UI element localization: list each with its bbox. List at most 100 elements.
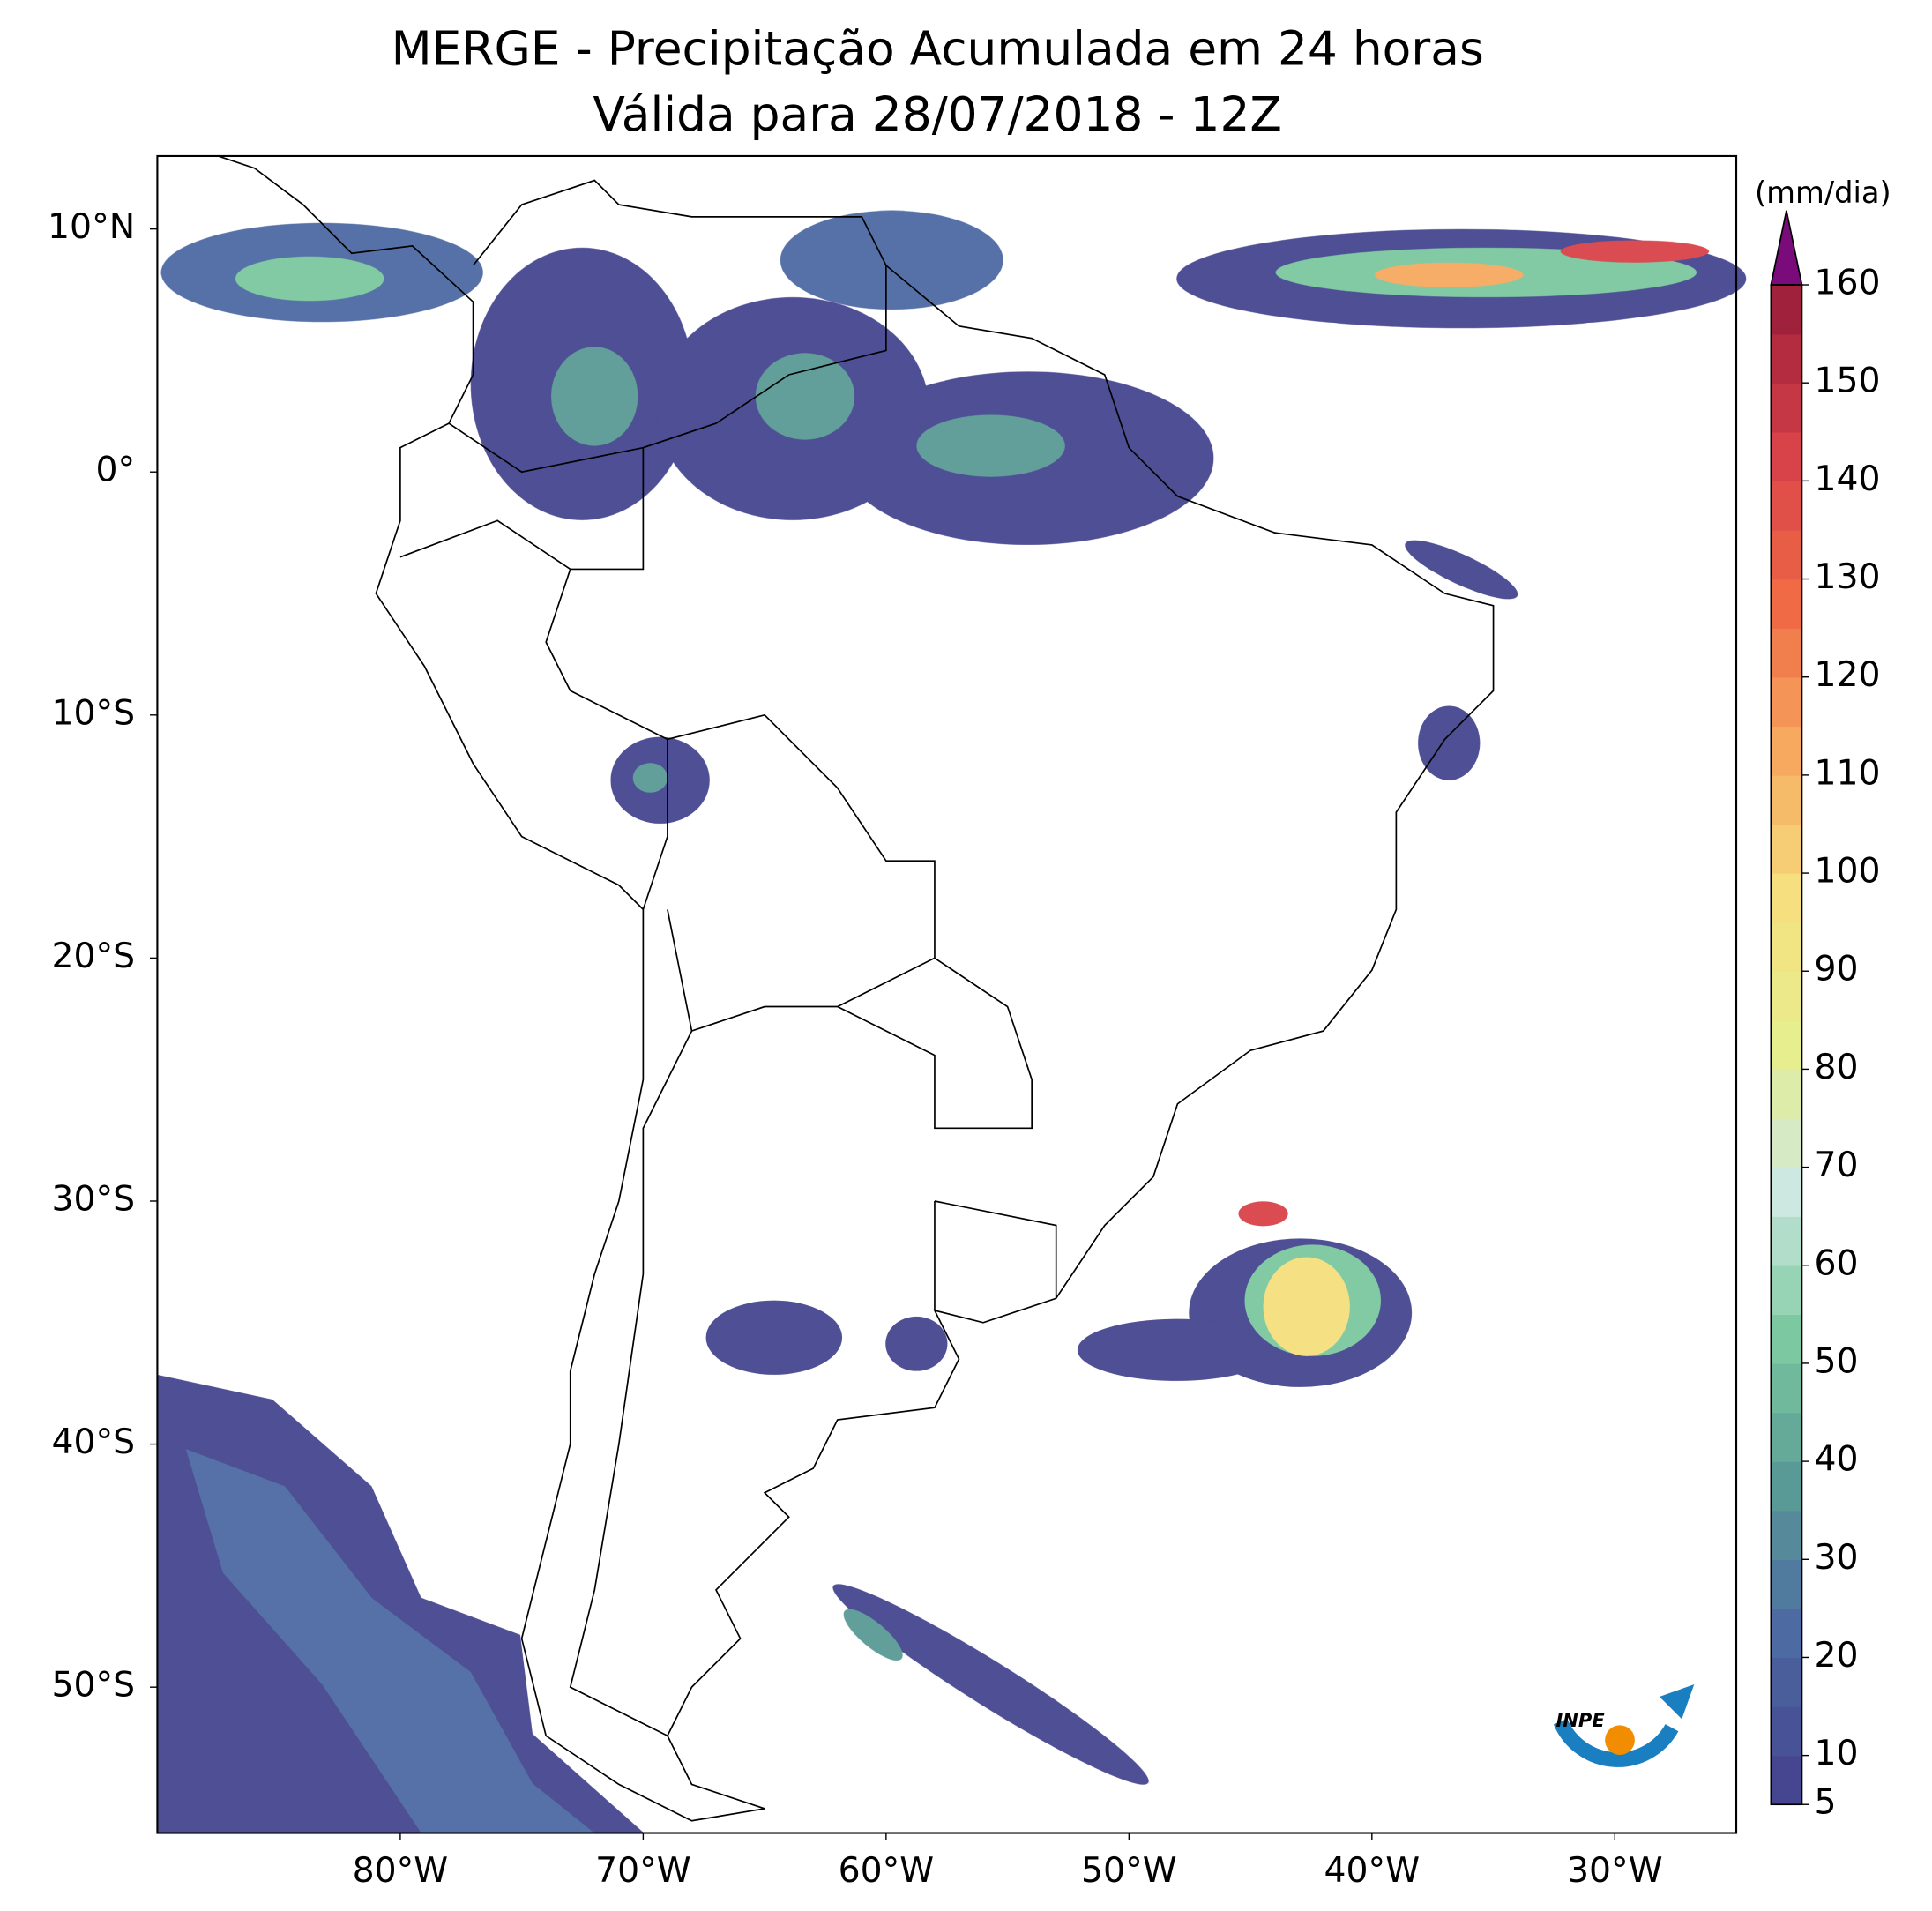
colorbar-band <box>1771 431 1802 482</box>
colorbar-tick-label: 150 <box>1815 362 1881 401</box>
colorbar-band <box>1771 726 1802 776</box>
rain-area <box>843 1609 903 1661</box>
rain-area <box>551 347 638 446</box>
colorbar-band <box>1771 383 1802 433</box>
x-tick-label: 40°W <box>1324 1851 1421 1891</box>
x-tick-label: 50°W <box>1081 1851 1177 1891</box>
logo-arrow <box>1659 1683 1695 1720</box>
colorbar-tick-label: 30 <box>1815 1538 1859 1578</box>
colorbar-tick-label: 90 <box>1815 950 1859 989</box>
colorbar-band <box>1771 1362 1802 1414</box>
colorbar-frame <box>1770 284 1803 1806</box>
logo-arc <box>1553 1718 1679 1767</box>
y-tick-label: 40°S <box>52 1422 136 1462</box>
y-tick-label: 50°S <box>52 1666 136 1706</box>
colorbar-band <box>1771 1461 1802 1512</box>
colorbar-band <box>1771 333 1802 384</box>
colorbar-band <box>1771 529 1802 580</box>
colorbar-band <box>1771 1755 1802 1805</box>
country-border <box>934 1200 1057 1299</box>
colorbar-band <box>1771 1412 1802 1462</box>
colorbar: 5 10 20 30 40 50 60 70 80 90 100 110 120 130 140 150 160 <box>1770 210 1881 1823</box>
country-border <box>399 519 571 571</box>
rain-area <box>1405 540 1518 600</box>
x-tick-label: 80°W <box>353 1851 449 1891</box>
colorbar-band <box>1771 774 1802 825</box>
x-tick-label: 70°W <box>595 1851 691 1891</box>
rain-area <box>755 353 855 440</box>
coast-line <box>218 155 1495 1822</box>
rain-area <box>235 256 384 302</box>
colorbar-band <box>1771 1117 1802 1168</box>
rain-area <box>1238 1201 1288 1227</box>
rain-area <box>632 763 668 793</box>
country-border <box>569 1030 693 1737</box>
colorbar-band <box>1771 971 1802 1021</box>
colorbar-band <box>1771 1069 1802 1119</box>
colorbar-tick-label: 40 <box>1815 1440 1859 1480</box>
colorbar-band <box>1771 285 1802 335</box>
colorbar-tick-label: 70 <box>1815 1146 1859 1185</box>
colorbar-band <box>1771 1510 1802 1560</box>
rain-area <box>1560 240 1710 263</box>
colorbar-tick-label: 110 <box>1815 753 1881 793</box>
y-tick-label: 20°S <box>52 937 136 976</box>
colorbar-band <box>1771 1706 1802 1757</box>
country-border <box>448 422 644 474</box>
rain-area <box>1263 1257 1350 1356</box>
colorbar-tick-label: 60 <box>1815 1243 1859 1283</box>
colorbar-tick-label: 50 <box>1815 1341 1859 1381</box>
colorbar-band <box>1771 824 1802 874</box>
colorbar-band <box>1771 1167 1802 1217</box>
colorbar-band <box>1771 1657 1802 1707</box>
colorbar-tick-label: 80 <box>1815 1048 1859 1087</box>
colorbar-label: (mm/dia) <box>1755 175 1891 210</box>
rain-area <box>780 210 1003 310</box>
colorbar-tick-label: 10 <box>1815 1734 1859 1773</box>
colorbar-band <box>1771 579 1802 629</box>
rain-area <box>1418 705 1481 780</box>
coastline <box>218 155 1495 1822</box>
y-tick-label: 0° <box>95 451 135 490</box>
title: MERGE - Precipitação Acumulada em 24 hor… <box>392 21 1484 77</box>
colorbar-tick-label: 5 <box>1815 1783 1837 1823</box>
colorbar-tick-label: 120 <box>1815 655 1881 695</box>
colorbar-band <box>1771 481 1802 531</box>
subtitle: Válida para 28/07/2018 - 12Z <box>593 86 1282 142</box>
y-tick-label: 10°S <box>52 693 136 733</box>
x-tick-label: 30°W <box>1567 1851 1663 1891</box>
colorbar-band <box>1771 1559 1802 1609</box>
colorbar-tick-label: 20 <box>1815 1636 1859 1676</box>
y-tick-label: 10°N <box>48 207 135 247</box>
colorbar-band <box>1771 1314 1802 1364</box>
x-tick-label: 60°W <box>839 1851 935 1891</box>
colorbar-band <box>1771 1019 1802 1071</box>
country-border <box>545 265 887 910</box>
rain-area <box>885 1316 948 1371</box>
logo-sun <box>1605 1725 1635 1756</box>
colorbar-band <box>1771 922 1802 972</box>
colorbar-band <box>1771 1608 1802 1659</box>
y-tick-label: 30°S <box>52 1179 136 1219</box>
colorbar-tick-label: 160 <box>1815 264 1881 303</box>
colorbar-tick-label: 140 <box>1815 459 1881 499</box>
colorbar-band <box>1771 676 1802 728</box>
colorbar-tick-label: 100 <box>1815 852 1881 892</box>
map-frame <box>156 154 1738 1834</box>
rain-area <box>832 1584 1149 1785</box>
rain-area <box>916 414 1065 477</box>
colorbar-tick-label: 130 <box>1815 557 1881 597</box>
rain-area <box>185 1449 595 1833</box>
colorbar-band <box>1771 1216 1802 1266</box>
precipitation-field <box>157 210 1747 1833</box>
rain-area <box>705 1300 843 1375</box>
country-border <box>837 957 1033 1130</box>
logo-text: INPE <box>1555 1709 1605 1731</box>
colorbar-band <box>1771 628 1802 678</box>
rain-area <box>1077 1318 1276 1381</box>
colorbar-band <box>1771 1265 1802 1316</box>
colorbar-band <box>1771 873 1802 923</box>
country-border <box>667 713 936 1033</box>
